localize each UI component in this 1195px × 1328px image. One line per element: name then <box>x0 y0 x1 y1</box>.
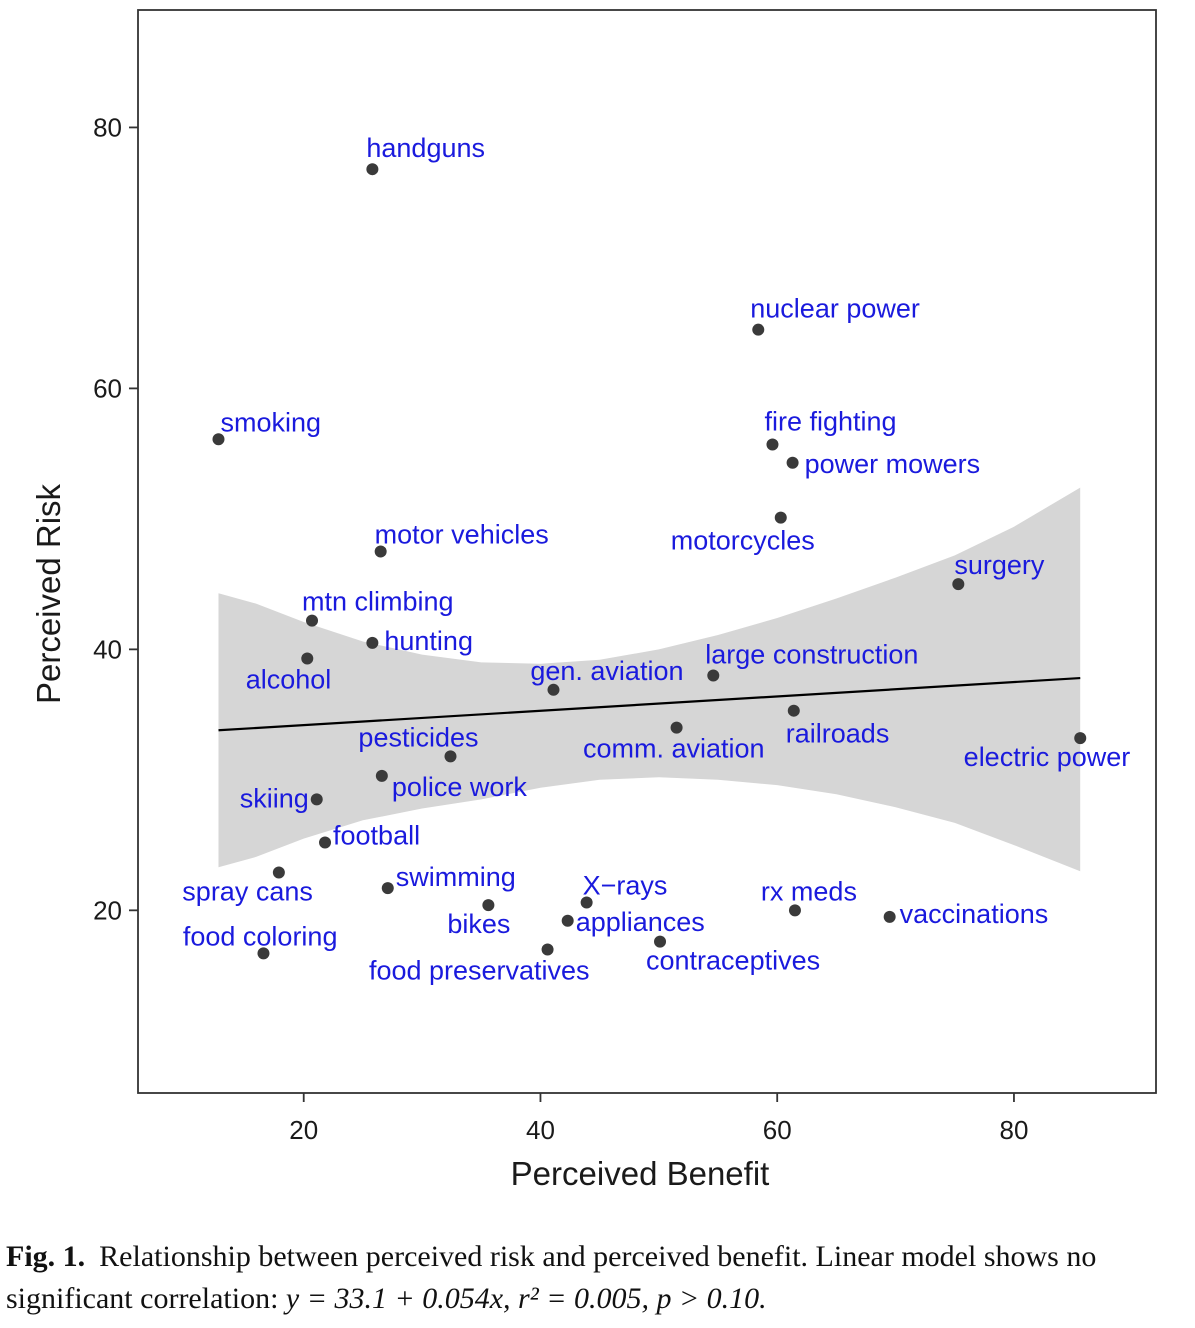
point-label-police-work: police work <box>392 772 528 802</box>
data-point-pesticides <box>444 750 457 763</box>
data-point-football <box>319 836 332 849</box>
caption-text: Relationship between perceived risk and … <box>6 1240 1097 1315</box>
point-label-swimming: swimming <box>396 862 516 892</box>
point-label-gen-aviation: gen. aviation <box>530 656 683 686</box>
data-point-food-coloring <box>257 947 270 960</box>
y-tick-label: 40 <box>93 634 122 664</box>
x-axis-title: Perceived Benefit <box>511 1155 770 1192</box>
data-point-power-mowers <box>786 456 799 469</box>
point-label-skiing: skiing <box>240 783 309 813</box>
point-label-x-rays: X−rays <box>583 870 668 900</box>
point-label-food-coloring: food coloring <box>183 921 338 951</box>
x-tick-label: 20 <box>289 1115 318 1145</box>
point-label-mtn-climbing: mtn climbing <box>302 587 454 617</box>
figure-number: Fig. 1. <box>6 1240 86 1273</box>
y-tick-label: 80 <box>93 112 122 142</box>
data-point-spray-cans <box>272 866 285 879</box>
point-label-power-mowers: power mowers <box>805 449 981 479</box>
point-label-contraceptives: contraceptives <box>646 946 820 976</box>
plot-frame <box>137 9 1157 1094</box>
data-point-rx-meds <box>788 904 801 917</box>
point-label-motor-vehicles: motor vehicles <box>375 520 549 550</box>
point-label-electric-power: electric power <box>964 742 1131 772</box>
data-point-electric-power <box>1074 732 1087 745</box>
point-label-alcohol: alcohol <box>246 664 332 694</box>
data-point-handguns <box>366 163 379 176</box>
data-point-motorcycles <box>774 511 787 524</box>
point-label-motorcycles: motorcycles <box>671 526 815 556</box>
point-label-football: football <box>333 820 420 850</box>
data-point-swimming <box>381 882 394 895</box>
point-label-large-construction: large construction <box>705 639 918 669</box>
point-label-surgery: surgery <box>954 550 1045 580</box>
data-point-nuclear-power <box>752 323 765 336</box>
data-point-fire-fighting <box>766 438 779 451</box>
data-point-hunting <box>366 636 379 649</box>
point-label-fire-fighting: fire fighting <box>764 407 896 437</box>
data-point-comm-aviation <box>670 721 683 734</box>
data-point-appliances <box>561 914 574 927</box>
data-point-contraceptives <box>654 935 667 948</box>
point-label-food-preservatives: food preservatives <box>369 955 590 985</box>
data-point-food-preservatives <box>541 943 554 956</box>
figure-caption: Fig. 1. Relationship between perceived ri… <box>6 1236 1191 1320</box>
data-point-police-work <box>375 769 388 782</box>
data-point-surgery <box>952 578 965 591</box>
y-tick-label: 20 <box>93 895 122 925</box>
point-label-railroads: railroads <box>786 719 890 749</box>
confidence-band <box>218 487 1081 872</box>
point-label-hunting: hunting <box>384 626 473 656</box>
data-point-bikes <box>482 899 495 912</box>
x-tick-label: 40 <box>526 1115 555 1145</box>
data-point-railroads <box>787 704 800 717</box>
point-label-nuclear-power: nuclear power <box>750 294 920 324</box>
data-point-gen-aviation <box>547 683 560 696</box>
data-point-skiing <box>310 793 323 806</box>
data-point-vaccinations <box>883 910 896 923</box>
point-label-bikes: bikes <box>447 909 510 939</box>
point-label-handguns: handguns <box>366 133 485 163</box>
point-label-smoking: smoking <box>220 407 321 437</box>
data-point-smoking <box>212 433 225 446</box>
y-axis-title: Perceived Risk <box>30 483 67 704</box>
x-tick-label: 60 <box>763 1115 792 1145</box>
point-label-pesticides: pesticides <box>358 722 478 752</box>
y-tick-label: 60 <box>93 373 122 403</box>
point-label-vaccinations: vaccinations <box>900 899 1049 929</box>
regression-line <box>218 676 1081 732</box>
data-point-mtn-climbing <box>306 614 319 627</box>
data-point-motor-vehicles <box>374 545 387 558</box>
point-label-rx-meds: rx meds <box>761 876 857 906</box>
x-tick-label: 80 <box>999 1115 1028 1145</box>
point-label-spray-cans: spray cans <box>182 876 313 906</box>
data-point-x-rays <box>580 896 593 909</box>
point-label-appliances: appliances <box>576 907 705 937</box>
point-label-comm-aviation: comm. aviation <box>583 734 765 764</box>
data-point-alcohol <box>301 652 314 665</box>
caption-formula: y = 33.1 + 0.054x, r² = 0.005, p > 0.10. <box>285 1282 767 1315</box>
scatter-chart: handguns nuclear power smoking fire fightin… <box>30 9 1157 1192</box>
data-point-large-construction <box>707 669 720 682</box>
